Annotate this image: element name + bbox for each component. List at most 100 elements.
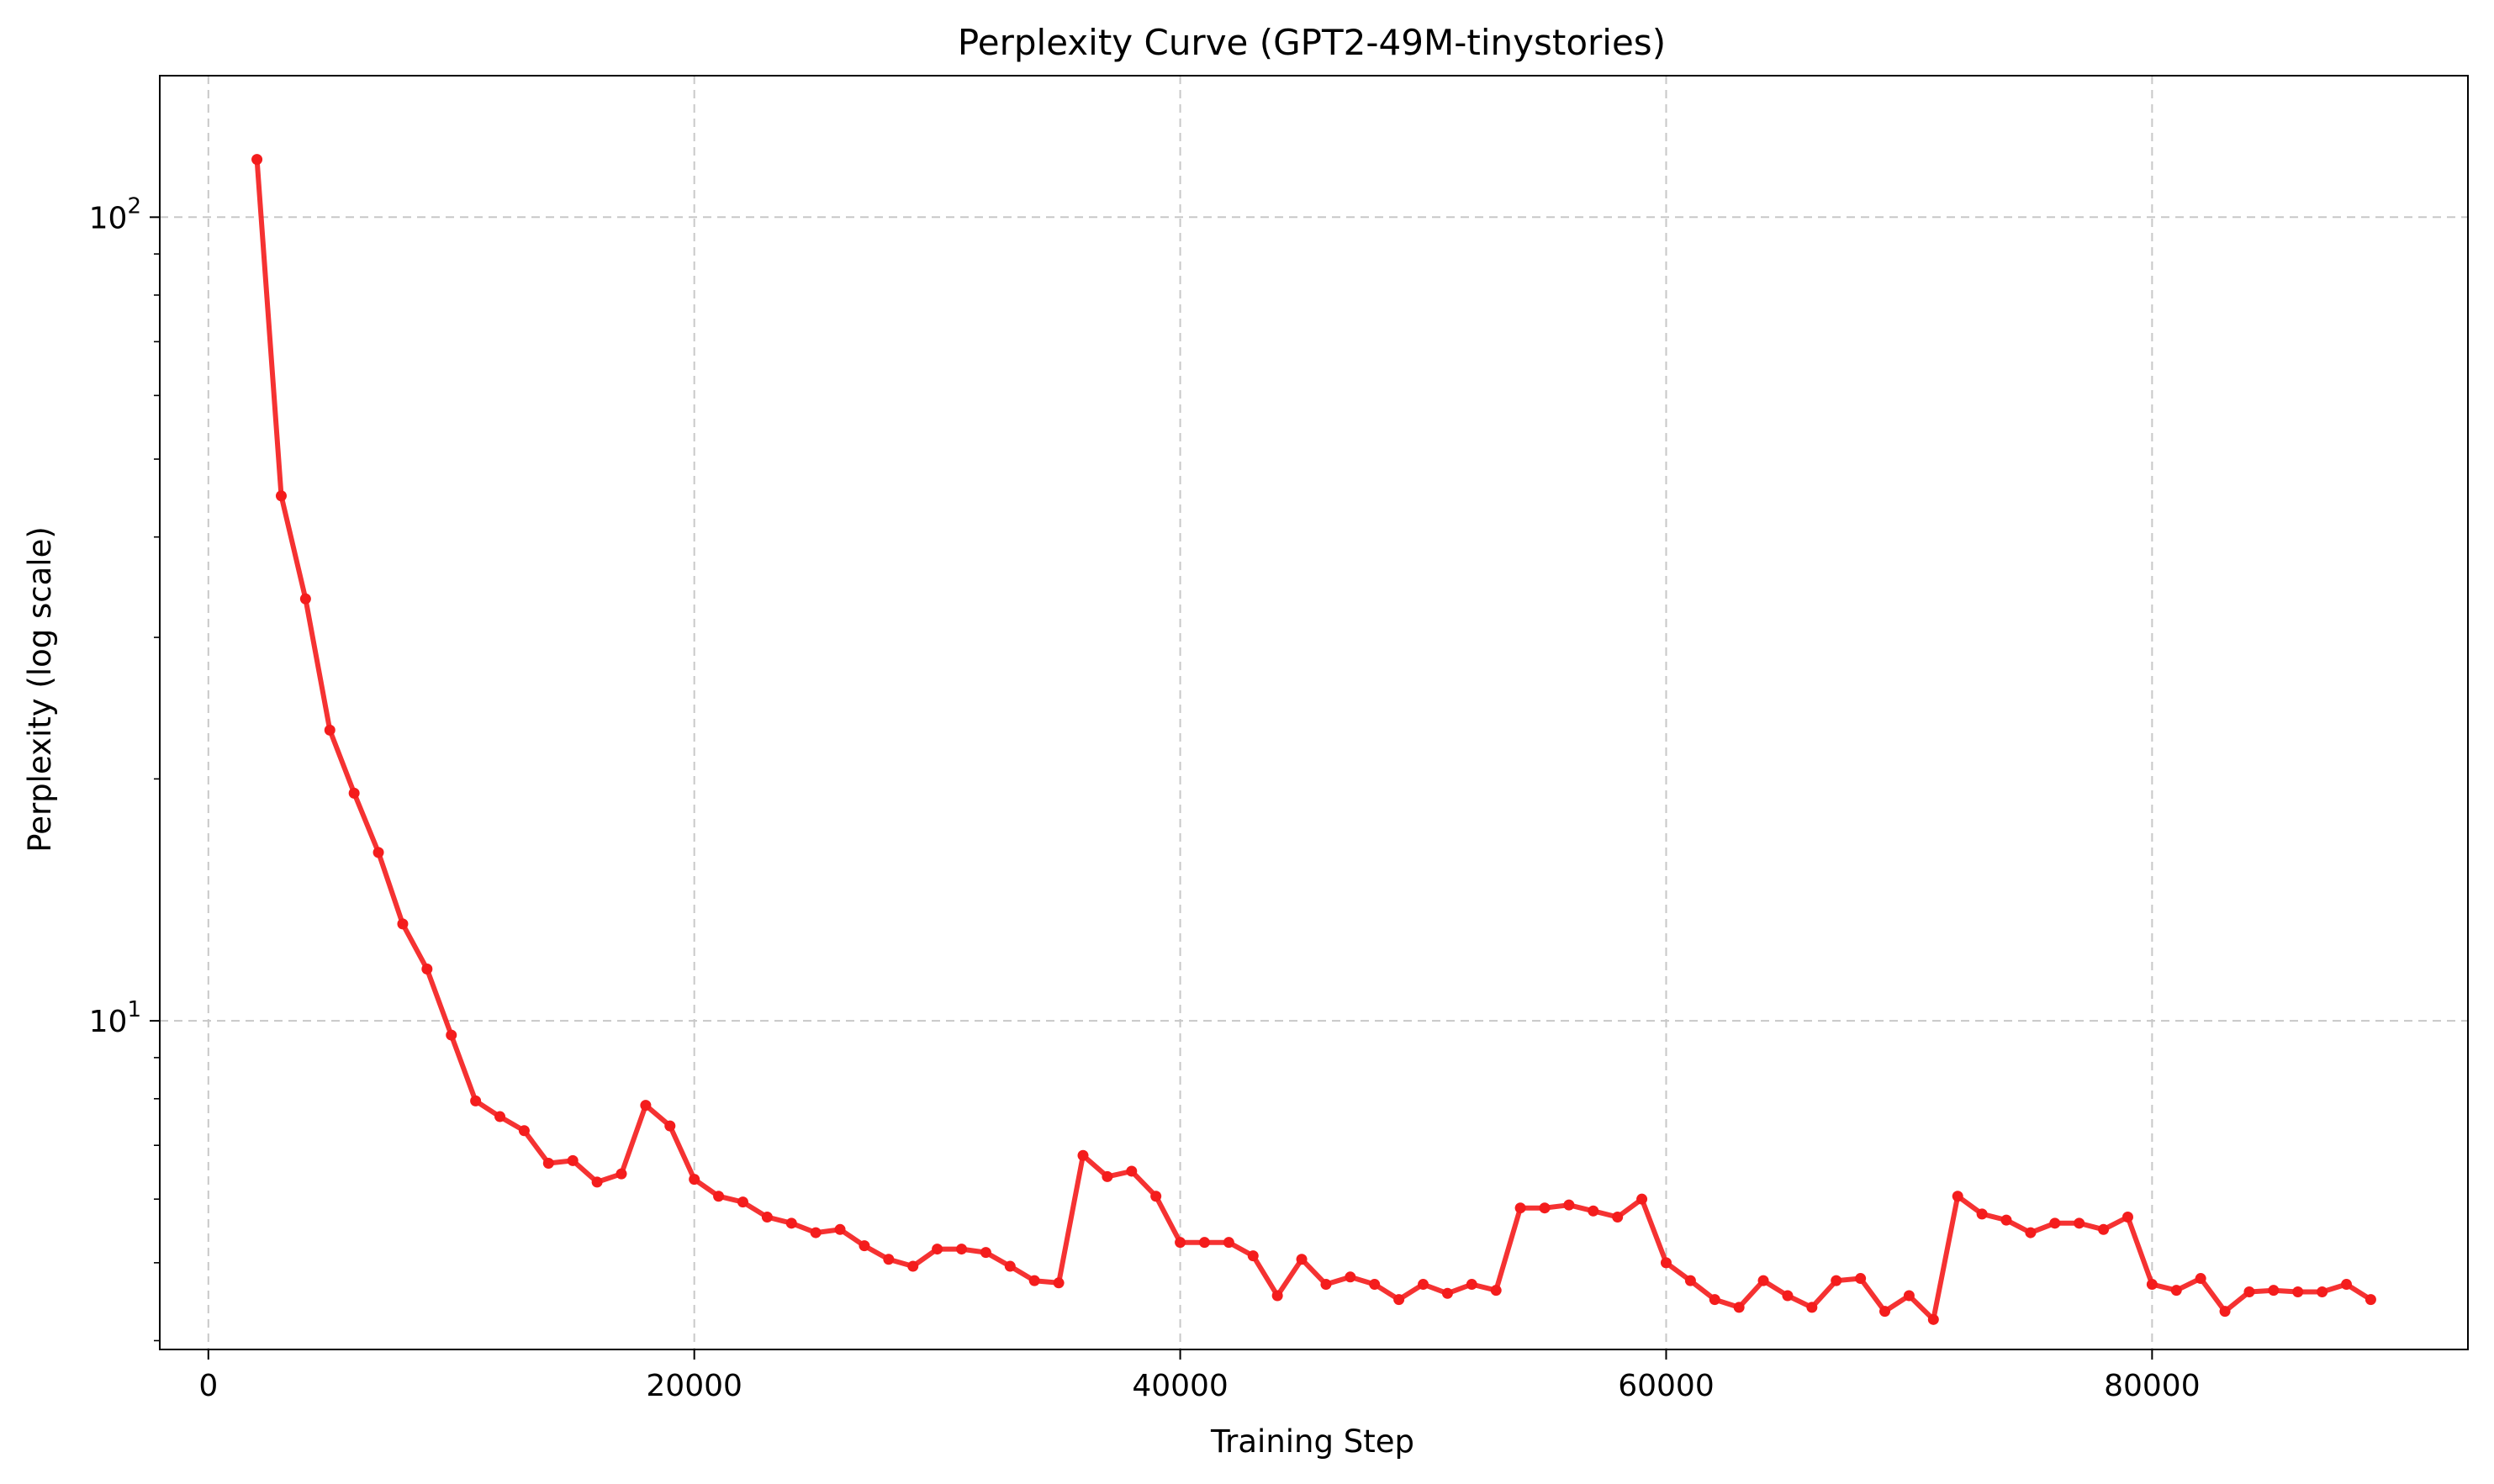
data-point	[689, 1174, 700, 1186]
perplexity-line	[254, 156, 2374, 1323]
data-point	[907, 1260, 919, 1272]
data-point	[2121, 1211, 2133, 1223]
data-point	[2243, 1286, 2255, 1297]
data-point	[1077, 1149, 1089, 1161]
data-point	[1175, 1237, 1186, 1249]
data-point	[2268, 1285, 2280, 1297]
data-point	[2341, 1279, 2353, 1291]
data-point	[1952, 1191, 1963, 1202]
data-point	[883, 1254, 895, 1265]
data-point	[1441, 1287, 1453, 1299]
data-point	[859, 1240, 870, 1252]
data-point	[737, 1196, 748, 1208]
data-point	[1418, 1279, 1429, 1291]
data-point	[2049, 1217, 2061, 1229]
data-point	[348, 787, 360, 799]
data-point	[1757, 1275, 1769, 1286]
data-point	[470, 1095, 482, 1106]
data-point	[1393, 1294, 1405, 1306]
x-tick-label: 80000	[2104, 1369, 2201, 1403]
chart-title: Perplexity Curve (GPT2-49M-tinystories)	[958, 22, 1666, 63]
data-point	[1612, 1211, 1624, 1223]
data-point	[1855, 1273, 1867, 1285]
data-point	[785, 1217, 797, 1229]
data-point	[1903, 1290, 1915, 1302]
data-point	[1514, 1202, 1526, 1214]
data-point	[2365, 1294, 2376, 1306]
data-point	[1782, 1290, 1794, 1302]
data-point	[1490, 1285, 1502, 1297]
data-point	[2195, 1273, 2206, 1285]
data-point	[1879, 1306, 1891, 1318]
data-point	[1733, 1302, 1745, 1313]
data-point	[1563, 1199, 1575, 1211]
data-point	[1976, 1208, 1988, 1220]
data-point	[591, 1176, 603, 1188]
y-tick-label: 102	[89, 193, 141, 235]
data-point	[1028, 1275, 1040, 1286]
data-point	[834, 1223, 846, 1235]
data-point	[980, 1247, 991, 1259]
data-point	[1271, 1290, 1283, 1302]
data-point	[1247, 1250, 1259, 1262]
data-point	[1636, 1193, 1648, 1205]
data-point	[1660, 1257, 1672, 1269]
data-point	[421, 964, 433, 975]
data-point	[1126, 1165, 1138, 1177]
series-perplexity	[251, 154, 2376, 1325]
data-point	[2025, 1227, 2037, 1238]
data-point	[299, 593, 311, 605]
data-point	[446, 1029, 457, 1041]
data-point	[1296, 1254, 1308, 1265]
data-point	[2219, 1306, 2231, 1318]
data-point	[1053, 1277, 1065, 1289]
data-point	[1004, 1260, 1016, 1272]
data-point	[494, 1111, 506, 1122]
data-point	[616, 1168, 627, 1180]
plot-frame	[159, 75, 2469, 1350]
x-axis-label: Training Step	[1210, 1423, 1414, 1460]
data-point	[1320, 1279, 1332, 1291]
data-point	[397, 918, 409, 930]
data-point	[2292, 1286, 2304, 1297]
data-point	[324, 724, 336, 736]
data-point	[373, 847, 384, 858]
data-point	[1466, 1279, 1477, 1291]
data-point	[542, 1157, 554, 1169]
y-axis-label: Perplexity (log scale)	[22, 526, 58, 853]
data-point	[956, 1244, 968, 1255]
data-point	[2098, 1223, 2110, 1235]
data-point	[713, 1191, 725, 1202]
data-point	[1223, 1237, 1234, 1249]
data-point	[275, 490, 287, 502]
data-point	[1198, 1237, 1210, 1249]
data-point	[2170, 1285, 2182, 1297]
data-point	[664, 1120, 676, 1132]
data-point	[567, 1154, 579, 1166]
x-tick-label: 20000	[646, 1369, 742, 1403]
x-tick-label: 60000	[1618, 1369, 1715, 1403]
data-point	[761, 1211, 773, 1223]
y-tick-label: 101	[89, 997, 141, 1039]
data-point	[1150, 1191, 1162, 1202]
data-point	[810, 1227, 822, 1238]
data-point	[640, 1100, 652, 1112]
data-point	[1927, 1313, 1939, 1325]
grid-lines	[160, 76, 2468, 1349]
data-point	[2074, 1217, 2085, 1229]
data-point	[932, 1244, 943, 1255]
data-point	[1709, 1294, 1720, 1306]
data-point	[1588, 1205, 1599, 1217]
tick-marks	[150, 216, 2153, 1360]
data-point	[251, 154, 263, 166]
data-point	[1684, 1275, 1696, 1286]
x-tick-label: 40000	[1132, 1369, 1229, 1403]
data-point	[518, 1125, 530, 1137]
data-point	[1806, 1302, 1818, 1313]
data-point	[1369, 1279, 1381, 1291]
data-point	[2000, 1214, 2012, 1226]
data-point	[1831, 1275, 1842, 1286]
x-tick-label: 0	[198, 1369, 218, 1403]
